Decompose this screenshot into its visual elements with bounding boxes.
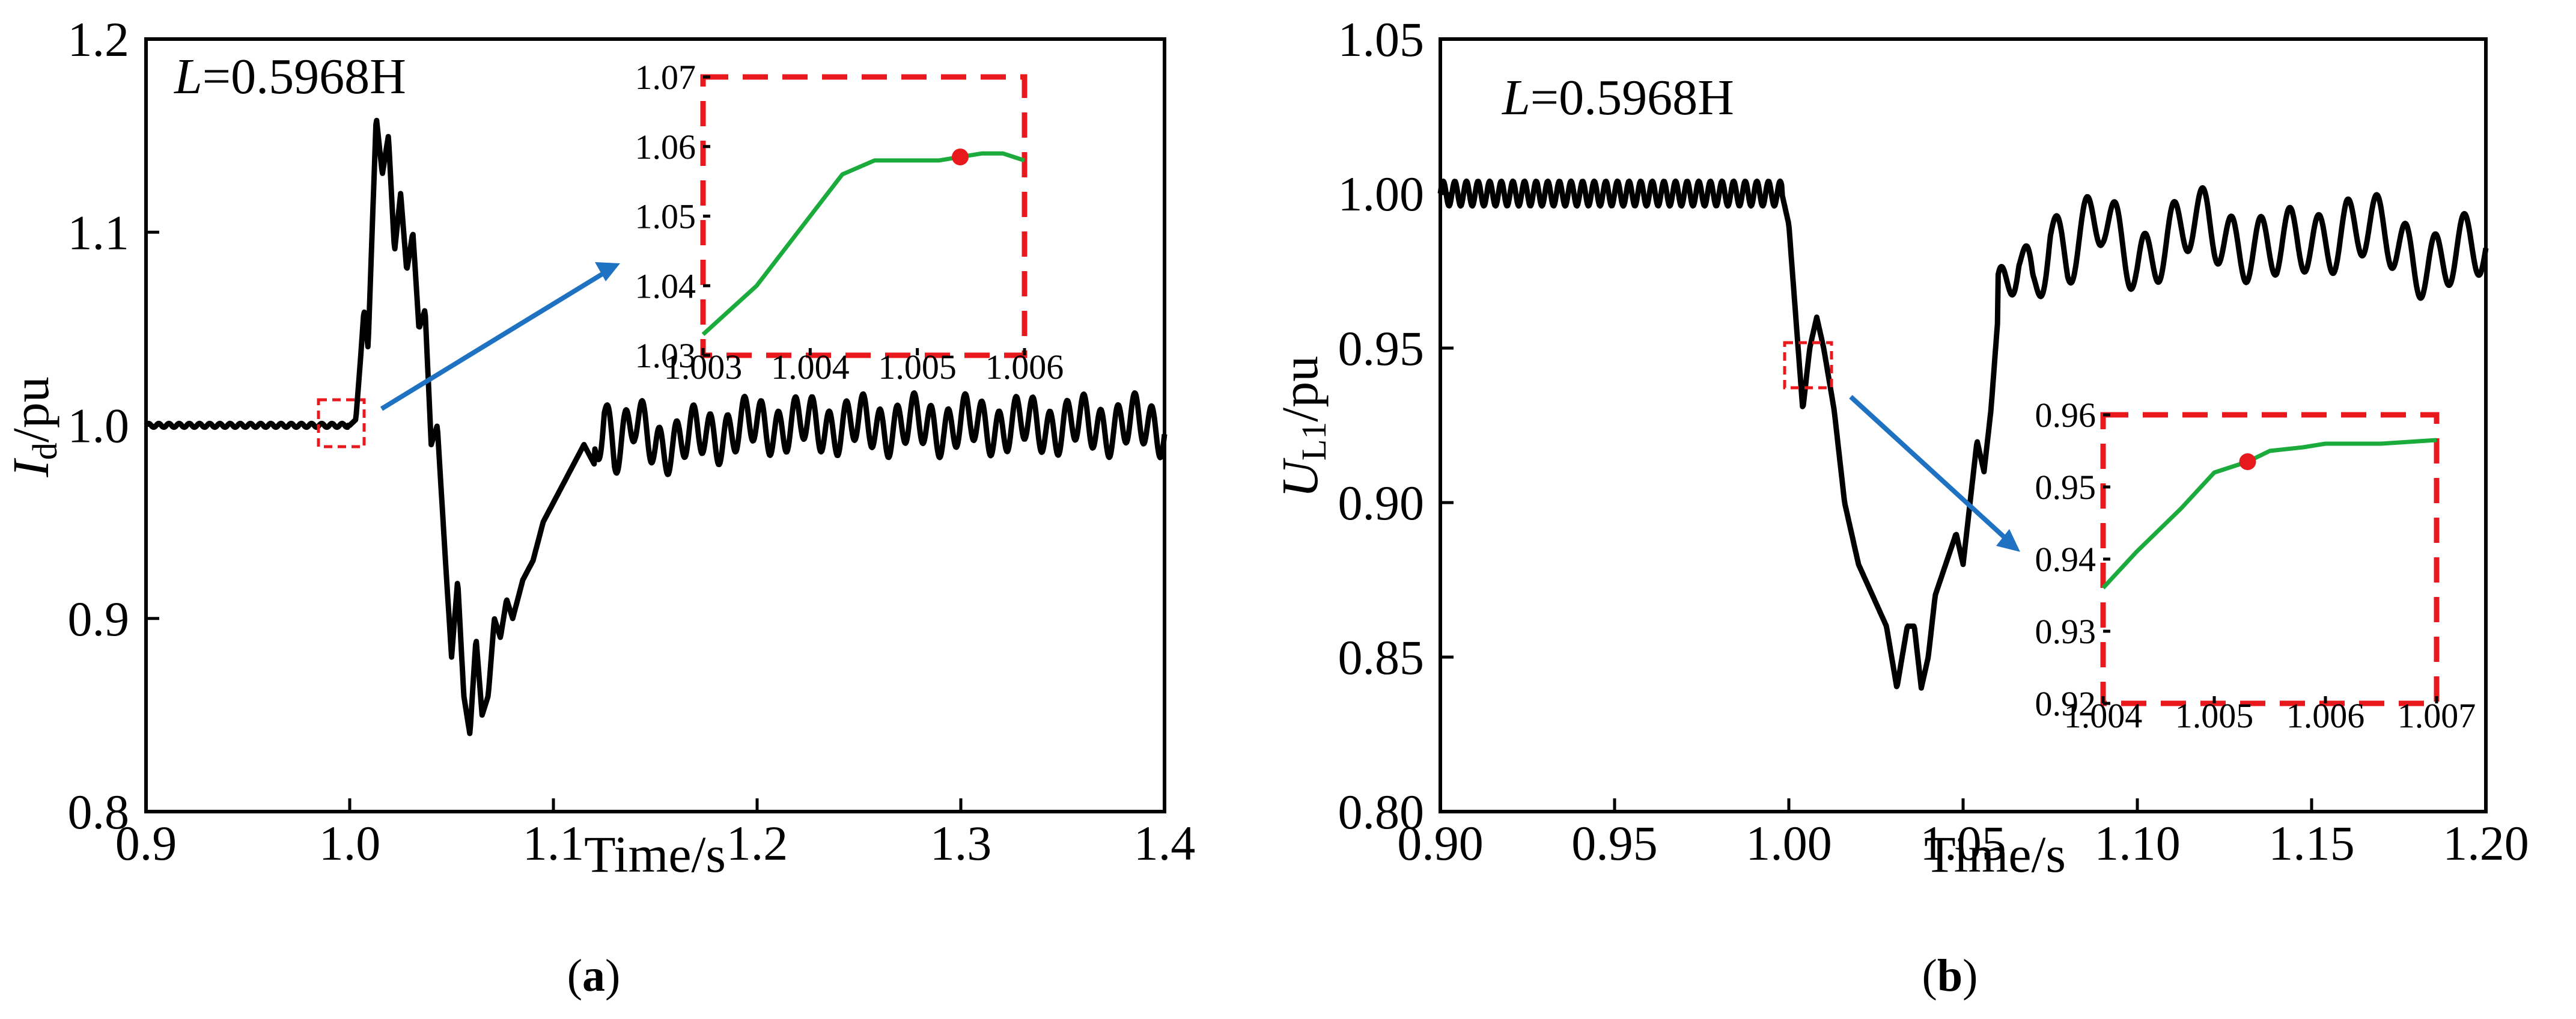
series-line [1437,178,2489,691]
inset-x-tick-label: 1.007 [2398,696,2476,735]
series-b [1437,178,2489,691]
caption-letter-b: b [1937,950,1962,1001]
inset-y-axis-b: 0.92 0.93 0.94 0.95 0.96 [2035,396,2110,723]
x-tick-label: 1.10 [2094,816,2181,871]
inset-y-tick-label: 1.04 [635,266,696,305]
inset-y-tick-label: 1.05 [635,197,696,236]
x-tick-label: 0.90 [1397,816,1484,871]
x-tick-label: 1.3 [930,816,992,871]
series-a [144,117,1168,736]
panel-caption-b: (b) [1922,950,1978,1001]
y-tick-label: 0.80 [1338,785,1425,839]
y-axis-title-unit-a: /pu [2,376,59,442]
inset-series-line [701,151,1026,336]
inset-series-b [2101,438,2437,590]
x-tick-label: 1.2 [726,816,788,871]
x-tick-label: 1.0 [319,816,381,871]
inset-x-tick-label: 1.006 [985,347,1064,387]
x-tick-label: 0.9 [115,816,177,871]
zoom-arrow-b [1849,395,2006,539]
inset-x-tick-label: 1.005 [878,347,957,387]
x-axis-title-b: Time/s [1924,825,2066,883]
inset-x-axis-a: 1.003 1.004 1.005 1.006 [664,347,1064,387]
x-tick-label: 1.4 [1134,816,1196,871]
inset-y-tick-label: 0.95 [2035,468,2096,507]
caption-letter-a: a [582,950,605,1001]
chart-panel-b: 0.90 0.95 1.00 1.05 1.10 1.15 1.20 0.80 0.85 0.9… [1271,12,2529,1001]
y-axis-title-sub-b: L1 [1294,422,1333,461]
inset-x-axis-b: 1.004 1.005 1.006 1.007 [2064,696,2476,735]
y-axis-a: 0.8 0.9 1.0 1.1 1.2 [68,12,159,839]
y-tick-label: 1.05 [1338,12,1425,67]
x-tick-label: 1.15 [2268,816,2355,871]
y-tick-label: 1.1 [68,205,130,260]
x-tick-label: 1.20 [2443,816,2529,871]
zoom-region-marker-a [317,398,366,448]
inductance-annotation-b: L=0.5968H [1502,70,1734,126]
inset-marker-point [2239,453,2256,470]
y-tick-label: 0.8 [68,785,130,839]
inset-series-a [701,148,1026,336]
inset-y-axis-a: 1.03 1.04 1.05 1.06 1.07 [635,58,710,375]
y-axis-title-unit-b: /pu [1271,356,1329,422]
inset-y-tick-label: 0.92 [2035,684,2096,723]
y-axis-title-b: UL1/pu [1271,356,1333,498]
inset-y-tick-label: 0.93 [2035,612,2096,651]
series-line [144,117,1168,736]
annotation-value-b: =0.5968H [1530,70,1734,126]
inset-y-tick-label: 1.07 [635,58,696,97]
inset-x-tick-label: 1.006 [2286,696,2365,735]
x-axis-b: 0.90 0.95 1.00 1.05 1.10 1.15 1.20 [1397,798,2529,871]
x-tick-label: 1.1 [523,816,585,871]
y-axis-title-a: Id/pu [2,376,64,478]
y-axis-title-sub-a: d [25,442,64,460]
y-tick-label: 0.85 [1338,630,1425,685]
inset-y-tick-label: 1.03 [635,336,696,375]
y-axis-title-var-a: I [2,458,59,478]
inset-x-tick-label: 1.004 [771,347,850,387]
inset-b: 1.004 1.005 1.006 1.007 0.920.930.940.950.9… [2035,396,2476,735]
y-axis-b: 0.80 0.85 0.90 0.95 1.00 1.05 [1338,12,1454,839]
annotation-value-a: =0.5968H [202,49,406,105]
y-tick-label: 0.95 [1338,321,1425,376]
x-axis-a: 0.9 1.0 1.1 1.2 1.3 1.4 [115,798,1196,871]
annotation-var-a: L [174,49,202,105]
zoom-arrow-head-a [595,262,620,281]
annotation-var-b: L [1502,70,1530,126]
y-axis-title-var-b: U [1271,457,1329,498]
y-tick-label: 1.00 [1338,167,1425,221]
inset-frame-a [700,74,1028,358]
inductance-annotation-a: L=0.5968H [174,49,406,105]
inset-y-tick-label: 1.06 [635,127,696,167]
y-tick-label: 1.0 [68,399,130,453]
chart-panel-a: 0.9 1.0 1.1 1.2 1.3 1.4 0.80.91.01.11.2 Time/… [2,12,1195,1001]
inset-series-line [2101,438,2437,590]
y-tick-label: 0.9 [68,592,130,646]
inset-frame-b [2100,412,2440,706]
zoom-arrow-a [380,272,604,411]
x-tick-label: 1.05 [1920,816,2006,871]
zoom-arrow-head-b [1996,529,2020,552]
inset-y-tick-label: 0.94 [2035,540,2096,579]
zoom-region-marker-b [1783,341,1833,390]
inset-a: 1.003 1.004 1.005 1.006 1.031.041.051.061.0… [635,58,1064,387]
inset-y-tick-label: 0.96 [2035,396,2096,435]
x-axis-title-a: Time/s [584,825,726,883]
y-tick-label: 0.90 [1338,476,1425,530]
inset-x-tick-label: 1.005 [2175,696,2254,735]
y-tick-label: 1.2 [68,12,130,67]
panel-caption-a: (a) [567,950,621,1001]
x-tick-label: 1.00 [1746,816,1832,871]
x-tick-label: 0.95 [1571,816,1658,871]
inset-marker-point [952,148,969,166]
